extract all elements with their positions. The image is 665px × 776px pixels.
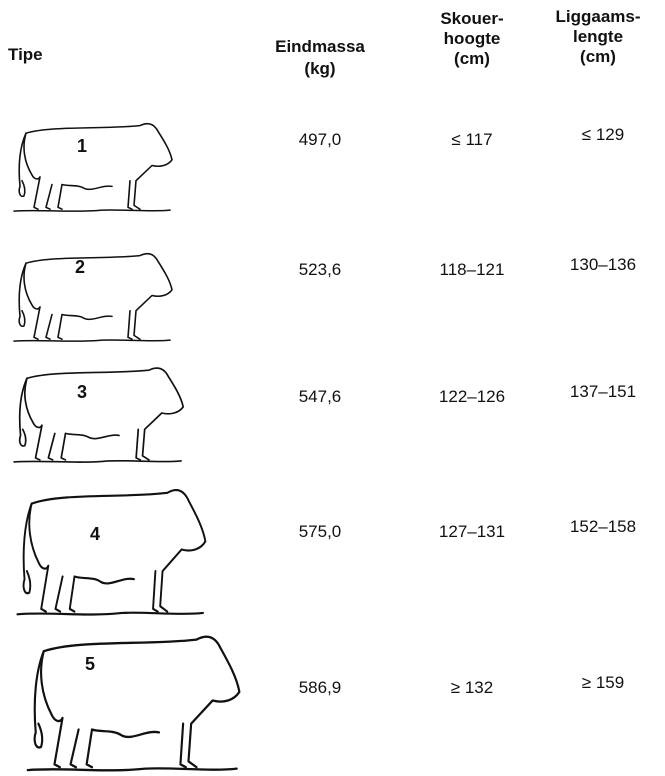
column-header: Eindmassa <box>275 37 365 56</box>
cow-drawing <box>13 122 173 213</box>
cow-drawing <box>26 635 241 772</box>
height-cell: ≥ 132 <box>451 678 493 697</box>
mass-cell: 575,0 <box>299 522 342 541</box>
length-cell: ≥ 159 <box>582 673 624 692</box>
length-cell: 137–151 <box>570 382 636 401</box>
height-cell: 127–131 <box>439 522 505 541</box>
type-number: 3 <box>77 382 87 402</box>
height-cell: ≤ 117 <box>451 130 492 149</box>
mass-cell: 523,6 <box>299 260 342 279</box>
column-header: Tipe <box>8 45 43 64</box>
type-number: 2 <box>75 257 85 277</box>
height-cell: 122–126 <box>439 387 505 406</box>
length-cell: ≤ 129 <box>582 125 624 144</box>
length-cell: 152–158 <box>570 517 636 536</box>
column-header: hoogte <box>444 29 501 48</box>
length-cell: 130–136 <box>570 255 636 274</box>
height-cell: 118–121 <box>440 260 505 279</box>
column-header: (kg) <box>304 59 335 78</box>
type-number: 4 <box>90 524 100 544</box>
type-number: 5 <box>85 654 95 674</box>
cow-drawing <box>13 367 185 463</box>
cow-drawing <box>16 489 207 616</box>
mass-cell: 547,6 <box>299 387 342 406</box>
column-header: lengte <box>573 27 623 46</box>
column-header: (cm) <box>580 47 616 66</box>
column-header: Skouer- <box>440 9 503 28</box>
column-header: Liggaams- <box>555 7 640 26</box>
type-number: 1 <box>77 136 87 156</box>
cow-drawing <box>13 252 173 343</box>
column-header: (cm) <box>454 49 490 68</box>
mass-cell: 586,9 <box>299 678 342 697</box>
mass-cell: 497,0 <box>299 130 342 149</box>
